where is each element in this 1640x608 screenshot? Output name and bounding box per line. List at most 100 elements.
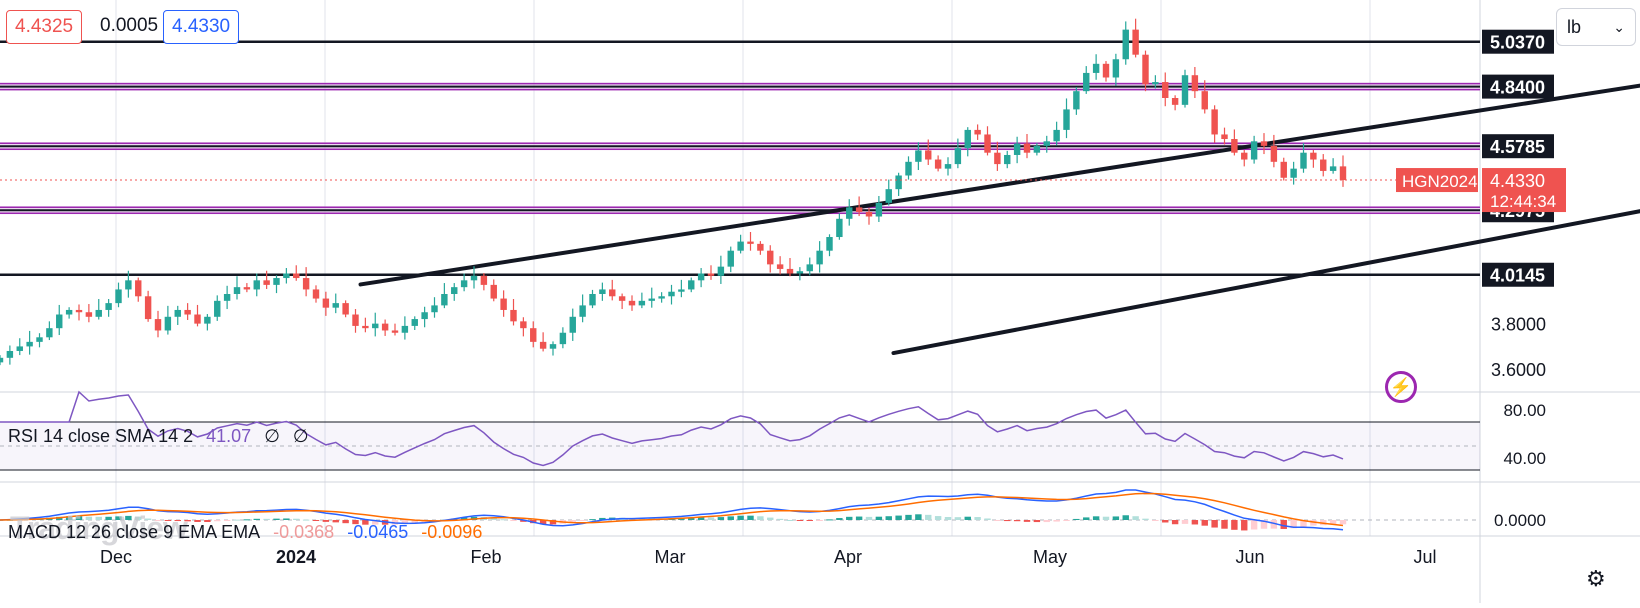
rsi-legend[interactable]: RSI 14 close SMA 14 2 41.07 ∅ ∅ bbox=[8, 425, 317, 447]
candle-body bbox=[796, 271, 804, 274]
macd-hist-bar bbox=[65, 516, 73, 520]
macd-hist-bar bbox=[135, 516, 142, 520]
macd-hist-bar bbox=[1171, 520, 1179, 525]
macd-hist-bar bbox=[1290, 520, 1297, 529]
candle bbox=[1083, 66, 1090, 94]
macd-hist-bar bbox=[1241, 520, 1248, 531]
macd-hist-bar bbox=[1260, 520, 1268, 529]
candle bbox=[1300, 143, 1307, 173]
macd-hist-bar bbox=[520, 520, 527, 522]
candle bbox=[16, 338, 23, 356]
candle bbox=[875, 196, 883, 222]
candle bbox=[954, 138, 962, 169]
macd-tick-label: 0.0000 bbox=[1494, 511, 1546, 530]
macd-hist-bar bbox=[1013, 520, 1021, 522]
candle-body bbox=[214, 300, 221, 317]
countdown-text: 12:44:34 bbox=[1490, 192, 1556, 211]
candle bbox=[1280, 157, 1287, 181]
candle bbox=[421, 306, 428, 328]
level-price-text: 4.0145 bbox=[1490, 266, 1545, 286]
chevron-down-icon: ⌄ bbox=[1613, 19, 1625, 35]
candle-body bbox=[273, 278, 280, 285]
candle bbox=[431, 297, 438, 318]
candle-body bbox=[836, 218, 843, 238]
candle-body bbox=[1152, 82, 1159, 85]
candle bbox=[559, 327, 567, 349]
candle bbox=[855, 196, 863, 217]
candle-body bbox=[332, 303, 339, 308]
candle bbox=[569, 308, 576, 341]
macd-hist-bar bbox=[944, 516, 952, 520]
last-price-text: 4.4330 bbox=[1490, 171, 1545, 191]
candle-body bbox=[1280, 161, 1287, 178]
candle bbox=[56, 304, 63, 336]
candle bbox=[214, 295, 221, 321]
candle-body bbox=[589, 294, 596, 306]
unit-selector[interactable]: lb ⌄ bbox=[1556, 8, 1636, 46]
candle bbox=[786, 257, 794, 277]
candle bbox=[826, 234, 833, 257]
ask-price-box[interactable]: 4.4330 bbox=[163, 10, 240, 44]
candle-body bbox=[223, 294, 231, 301]
macd-signal-line bbox=[0, 492, 1344, 527]
candle bbox=[1339, 155, 1347, 187]
rsi-tick-label: 80.00 bbox=[1503, 401, 1546, 420]
candle-body bbox=[658, 296, 665, 299]
level-price-bg bbox=[1482, 262, 1554, 287]
candle-body bbox=[75, 309, 83, 313]
macd-hist-bar bbox=[688, 517, 695, 520]
candle bbox=[1231, 129, 1238, 156]
candle bbox=[816, 241, 823, 273]
candle bbox=[391, 323, 399, 336]
time-axis-label: 2024 bbox=[276, 547, 316, 567]
candle-body bbox=[1043, 141, 1050, 146]
level-price-bg bbox=[1482, 134, 1554, 159]
macd-legend[interactable]: MACD 12 26 close 9 EMA EMA -0.0368 -0.04… bbox=[8, 521, 490, 543]
macd-hist-bar bbox=[865, 516, 873, 520]
candle-body bbox=[954, 148, 962, 165]
macd-hist-bar bbox=[836, 518, 843, 520]
candle-body bbox=[253, 280, 260, 290]
candle-body bbox=[865, 211, 873, 217]
candle-body bbox=[875, 202, 883, 217]
candle bbox=[1013, 136, 1021, 164]
candle-body bbox=[283, 273, 290, 279]
candle bbox=[767, 245, 774, 273]
last-price-bg bbox=[1482, 168, 1566, 213]
candle bbox=[1241, 149, 1248, 167]
bid-price-box[interactable]: 4.4325 bbox=[6, 10, 83, 44]
candle-body bbox=[638, 300, 646, 306]
candle bbox=[885, 179, 892, 206]
candle bbox=[846, 199, 853, 226]
candle-body bbox=[391, 330, 399, 333]
macd-hist-bar bbox=[984, 518, 991, 520]
lightning-icon[interactable]: ⚡ bbox=[1385, 371, 1417, 403]
candle bbox=[105, 299, 112, 317]
candle-body bbox=[125, 280, 132, 290]
candle bbox=[401, 316, 409, 340]
macd-hist-bar bbox=[934, 516, 942, 520]
candle-body bbox=[204, 316, 211, 324]
candle bbox=[628, 295, 636, 311]
candle bbox=[470, 266, 478, 289]
macd-hist-bar bbox=[717, 517, 725, 520]
candle-body bbox=[470, 275, 478, 281]
candle bbox=[530, 321, 537, 348]
candle bbox=[204, 314, 211, 331]
candle bbox=[184, 303, 191, 320]
settings-icon[interactable]: ⚙ bbox=[1586, 566, 1606, 591]
candle-body bbox=[174, 309, 181, 317]
candle bbox=[283, 268, 290, 284]
macd-hist-bar bbox=[1270, 520, 1278, 529]
candle bbox=[1033, 143, 1041, 156]
macd-hist-bar bbox=[1112, 516, 1120, 520]
macd-hist-bar bbox=[737, 515, 744, 520]
macd-hist-bar bbox=[500, 519, 507, 521]
candle bbox=[1102, 61, 1110, 82]
candle bbox=[460, 273, 468, 292]
candle-body bbox=[480, 275, 488, 285]
macd-hist-bar bbox=[144, 518, 152, 520]
candle bbox=[638, 292, 646, 309]
